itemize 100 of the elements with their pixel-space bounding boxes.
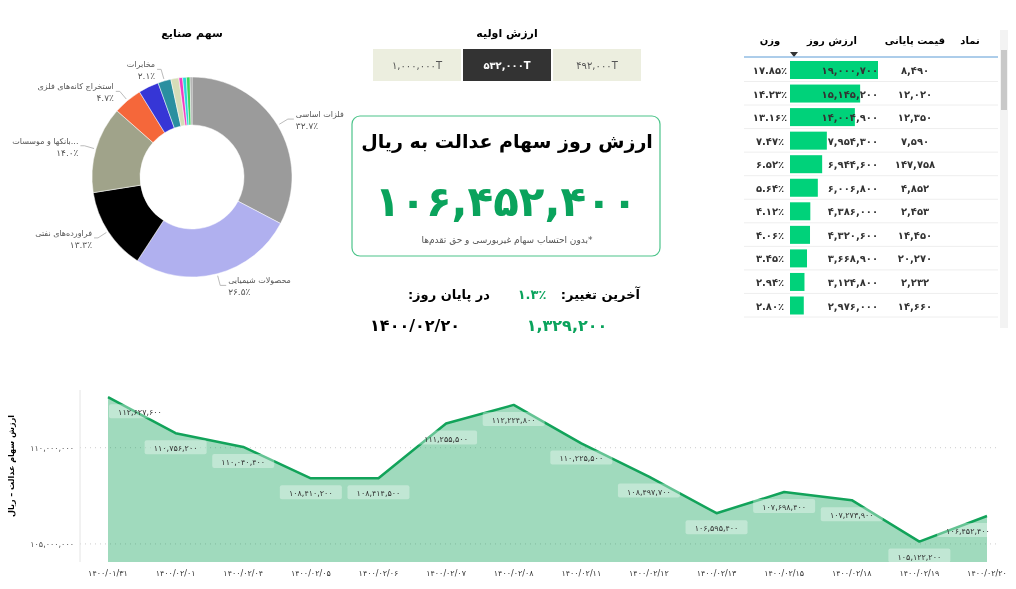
text: وزن bbox=[759, 35, 781, 47]
text: ۷,۵۹۰ bbox=[900, 135, 930, 147]
x-tick-label: ۱۴۰۰/۰۲/۱۸ bbox=[831, 569, 873, 578]
x-tick-label: ۱۴۰۰/۰۲/۰۸ bbox=[493, 569, 535, 578]
text: ۱۳.۱۶٪ bbox=[752, 112, 788, 124]
slice-label: ...بانکها و موسسات bbox=[12, 136, 79, 146]
text: آخرین تغییر: bbox=[560, 286, 641, 302]
bar bbox=[790, 225, 811, 244]
text: ۲,۴۵۳ bbox=[900, 206, 930, 218]
x-tick-label: ۱۴۰۰/۰۲/۰۷ bbox=[426, 569, 467, 578]
data-label: ۳۲.۷٪ bbox=[295, 121, 319, 132]
text: ۴,۸۵۲ bbox=[900, 182, 930, 194]
x-tick-label: ۱۴۰۰/۰۲/۰۱ bbox=[155, 569, 196, 578]
data-label: ۱۰۶,۴۵۲,۴۰۰ bbox=[946, 526, 990, 536]
data-label: ۱۰۷,۲۷۳,۹۰۰ bbox=[829, 511, 874, 521]
data-label: ۱۰۵,۱۲۲,۲۰۰ bbox=[897, 552, 942, 562]
data-label: ۱۰۸,۴۱۴,۵۰۰ bbox=[356, 489, 401, 499]
data-label: ۱۳.۳٪ bbox=[69, 239, 93, 250]
y-tick-label: ۱۰۵,۰۰۰,۰۰۰ bbox=[30, 539, 74, 549]
data-label: ۴.۷٪ bbox=[96, 93, 114, 104]
data-label: ۱۱۰,۲۲۵,۵۰۰ bbox=[559, 454, 604, 464]
text: ۱۴۰۰/۰۲/۲۰ bbox=[370, 316, 460, 335]
text: ۱.۳٪ bbox=[517, 287, 547, 302]
toggle-button: ۴۹۲,۰۰۰T bbox=[553, 49, 641, 81]
data-label: ۱۱۲,۶۲۷,۶۰۰ bbox=[118, 408, 162, 418]
x-tick-label: ۱۴۰۰/۰۲/۱۵ bbox=[764, 569, 805, 578]
text: ۱۴۷,۷۵۸ bbox=[894, 159, 936, 171]
data-label: ۱۰۶,۵۹۵,۴۰۰ bbox=[694, 524, 739, 534]
text: ۱۴.۲۳٪ bbox=[752, 88, 788, 100]
text: ۳.۴۵٪ bbox=[755, 253, 785, 265]
bar bbox=[790, 202, 811, 221]
data-label: ۷,۹۵۴,۳۰۰ bbox=[827, 135, 878, 147]
x-tick-label: ۱۴۰۰/۰۲/۱۲ bbox=[629, 569, 669, 578]
data-label: ۱۰۸,۴۱۰,۲۰۰ bbox=[288, 489, 333, 499]
text: ۱۴,۶۶۰ bbox=[897, 300, 933, 312]
data-label: ۶,۰۰۶,۸۰۰ bbox=[827, 182, 878, 194]
data-label: ۱۹,۰۰۰,۷۰۰ bbox=[821, 65, 878, 76]
toggle-button: ۱,۰۰۰,۰۰۰T bbox=[373, 49, 461, 81]
text: ۲.۹۴٪ bbox=[755, 276, 785, 288]
y-tick-label: ۱۱۰,۰۰۰,۰۰۰ bbox=[30, 443, 74, 453]
text: ۲,۲۳۲ bbox=[900, 276, 930, 288]
data-label: ۱۱۱,۲۵۵,۵۰۰ bbox=[424, 434, 468, 444]
text: ارزش اولیه bbox=[476, 27, 538, 40]
text: ۱۰۶,۴۵۲,۴۰۰ bbox=[374, 177, 638, 226]
text: ۱,۳۲۹,۲۰۰ bbox=[526, 316, 608, 335]
text: ۸,۴۹۰ bbox=[900, 65, 930, 76]
text: *بدون احتساب سهام غیربورسی و حق تقدم‌ها bbox=[421, 235, 594, 245]
bar bbox=[790, 272, 805, 291]
slice-label: مخابرات bbox=[126, 60, 156, 70]
data-label: ۱۱۰,۷۵۶,۲۰۰ bbox=[153, 444, 198, 454]
data-label: ۳,۶۶۸,۹۰۰ bbox=[827, 253, 878, 265]
data-label: ۶,۹۴۴,۶۰۰ bbox=[827, 159, 878, 171]
text: ۱۴,۴۵۰ bbox=[897, 229, 933, 241]
data-label: ۲۶.۵٪ bbox=[228, 287, 251, 298]
text: ۶.۵۲٪ bbox=[755, 159, 785, 171]
x-tick-label: ۱۴۰۰/۰۲/۰۶ bbox=[358, 569, 399, 578]
bar bbox=[790, 178, 818, 197]
y-axis-title: ارزش سهام عدالت – ریال bbox=[7, 414, 17, 518]
text: ۴.۱۲٪ bbox=[755, 206, 785, 218]
data-label: ۱۱۰,۰۴۰,۴۰۰ bbox=[221, 457, 266, 467]
data-label: ۱۰۷,۶۹۸,۴۰۰ bbox=[762, 503, 807, 512]
text: ارزش روز سهام عدالت به ریال bbox=[361, 130, 653, 153]
x-tick-label: ۱۴۰۰/۰۲/۰۵ bbox=[290, 569, 331, 578]
text: ۲.۸۰٪ bbox=[755, 300, 785, 312]
slice-label: فراورده‌های نفتی bbox=[35, 228, 93, 238]
text: ارزش روز bbox=[806, 35, 857, 47]
text: ۱۲,۰۲۰ bbox=[897, 88, 933, 100]
data-label: ۱۱۲,۲۲۴,۸۰۰ bbox=[491, 415, 536, 425]
data-label: ۲.۱٪ bbox=[137, 71, 156, 82]
x-tick-label: ۱۴۰۰/۰۱/۳۱ bbox=[88, 569, 128, 578]
data-label: ۴,۳۲۰,۶۰۰ bbox=[827, 229, 878, 241]
x-tick-label: ۱۴۰۰/۰۲/۰۴ bbox=[223, 569, 264, 578]
text: در پایان روز: bbox=[407, 287, 491, 302]
text: ۱۷.۸۵٪ bbox=[752, 65, 788, 76]
data-label: ۱۰۸,۴۹۷,۷۰۰ bbox=[627, 487, 671, 497]
text: قیمت پایانی bbox=[884, 35, 946, 47]
x-tick-label: ۱۴۰۰/۰۲/۲۰ bbox=[967, 569, 1007, 578]
chart-title: سهم صنایع bbox=[161, 27, 223, 40]
x-tick-label: ۱۴۰۰/۰۲/۱۱ bbox=[561, 569, 602, 578]
bar bbox=[790, 131, 827, 150]
bar bbox=[790, 61, 878, 79]
text: ۲۰,۲۷۰ bbox=[897, 253, 933, 265]
bar bbox=[790, 155, 823, 174]
x-tick-label: ۱۴۰۰/۰۲/۱۹ bbox=[899, 569, 940, 578]
data-label: ۴,۳۸۶,۰۰۰ bbox=[827, 206, 878, 218]
bar bbox=[790, 249, 807, 268]
text: ۱۲,۳۵۰ bbox=[897, 112, 933, 124]
text: ۷.۴۷٪ bbox=[755, 135, 785, 147]
bar bbox=[790, 296, 804, 315]
data-label: ۲,۹۷۶,۰۰۰ bbox=[827, 300, 878, 312]
slice-label: فلزات اساسی bbox=[295, 110, 344, 120]
text: نماد bbox=[960, 35, 980, 46]
toggle-button: ۵۳۲,۰۰۰T bbox=[463, 49, 551, 81]
data-label: ۱۴.۰٪ bbox=[56, 147, 79, 158]
slice-label: استخراج کانه‌های فلزی bbox=[37, 82, 114, 92]
text: ۵.۶۴٪ bbox=[755, 182, 785, 194]
data-label: ۳,۱۲۴,۸۰۰ bbox=[827, 276, 878, 288]
text: ۴.۰۶٪ bbox=[755, 229, 785, 241]
slice-label: محصولات شیمیایی bbox=[228, 276, 291, 286]
x-tick-label: ۱۴۰۰/۰۲/۱۳ bbox=[696, 569, 738, 578]
